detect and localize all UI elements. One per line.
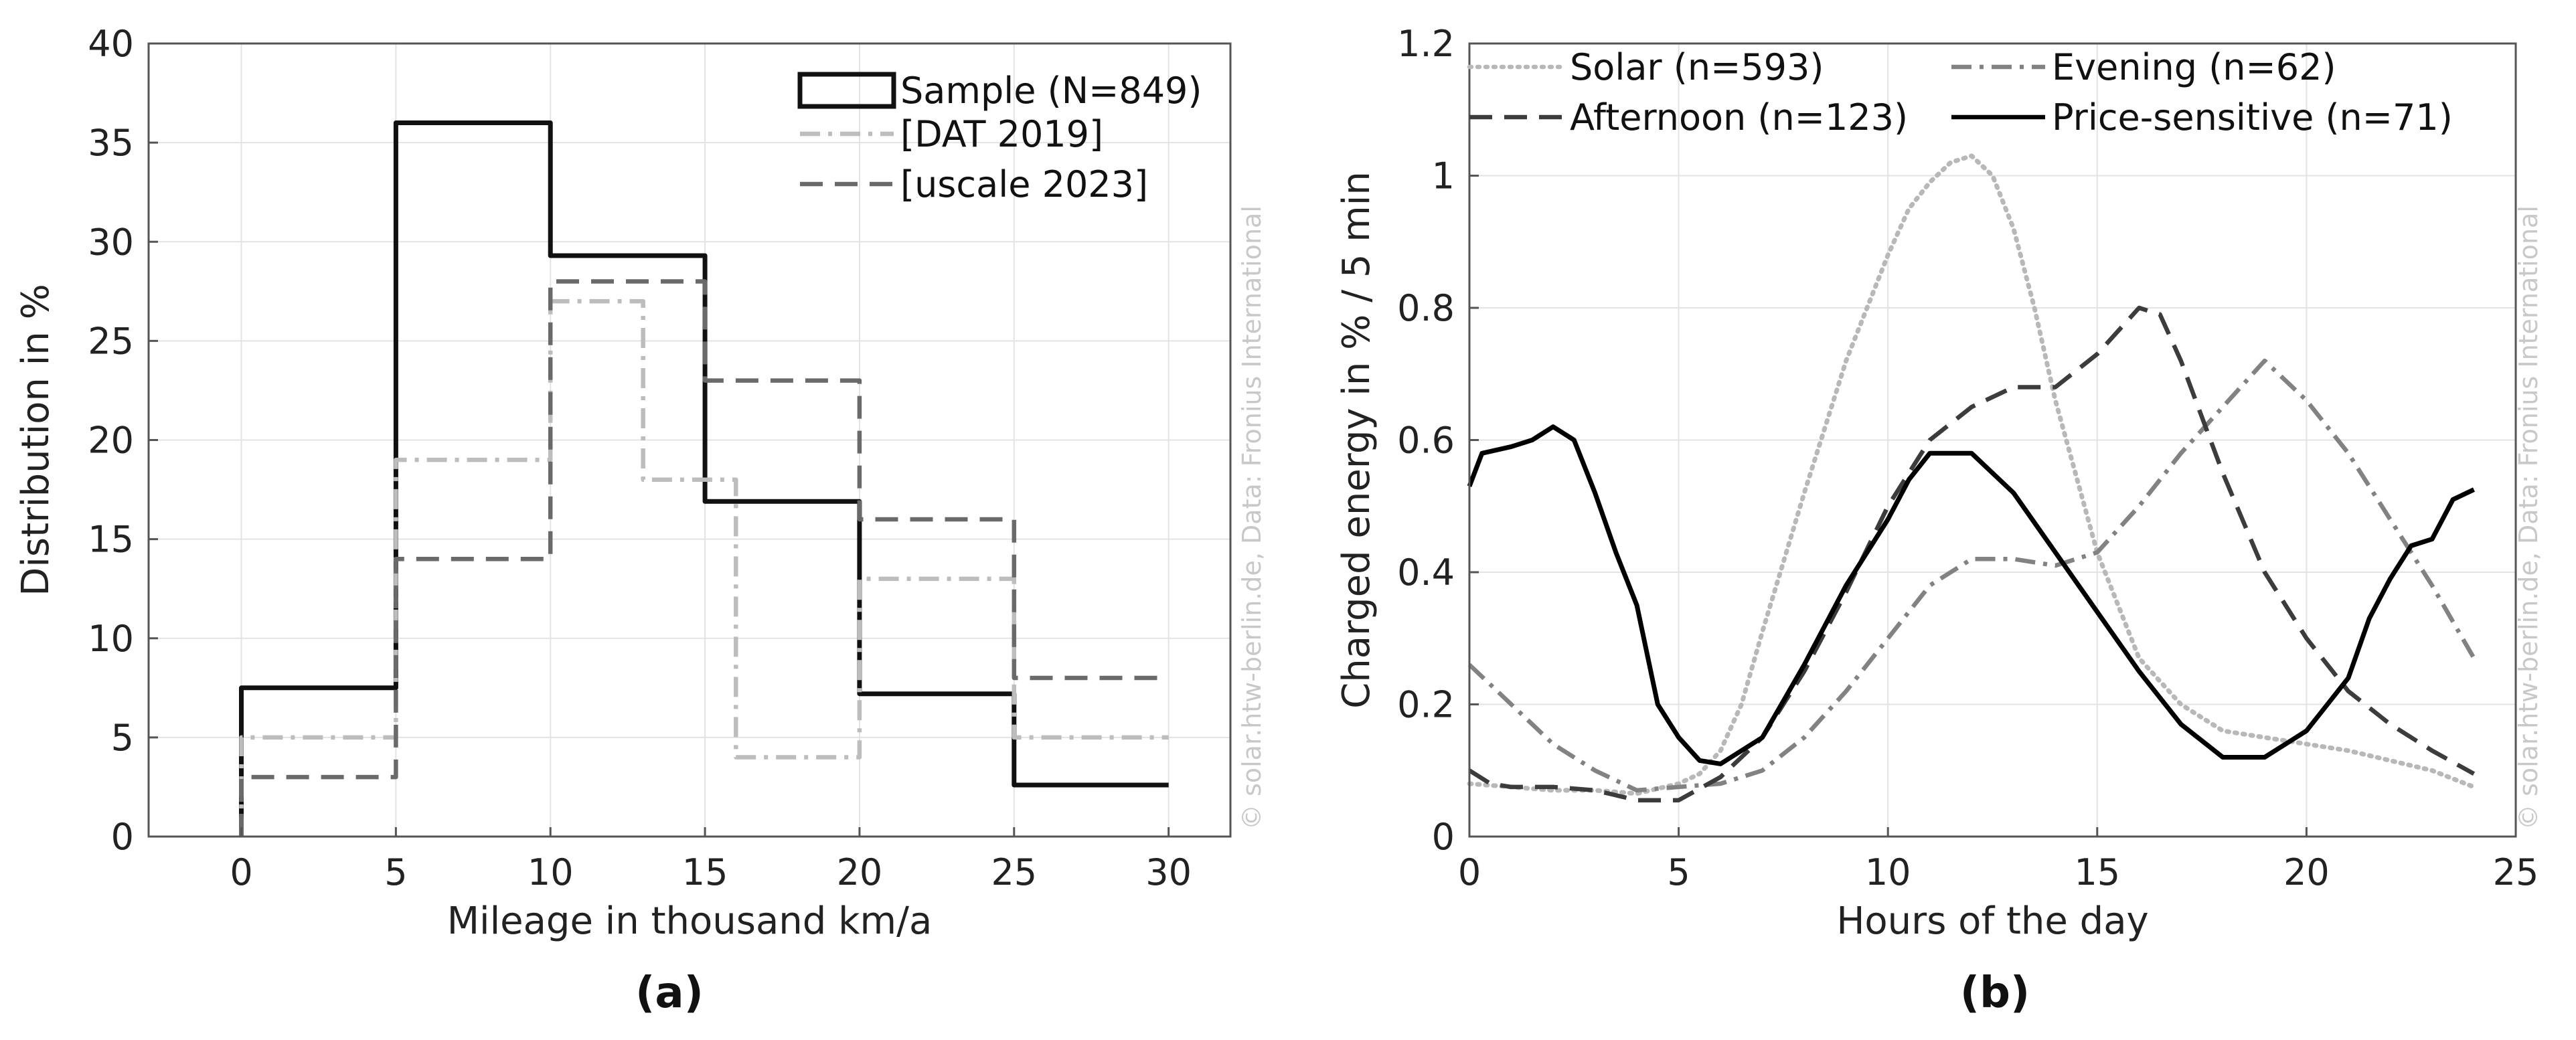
legend-label-uscale: [uscale 2023] bbox=[900, 163, 1148, 205]
x-tick-label: 10 bbox=[1865, 851, 1911, 893]
y-tick-label: 0.6 bbox=[1397, 420, 1455, 462]
grid bbox=[149, 43, 1230, 837]
y-tick-label: 0.4 bbox=[1397, 551, 1455, 594]
panel-label-a: (a) bbox=[635, 968, 704, 1018]
y-tick-label: 40 bbox=[88, 23, 134, 65]
series-line-price bbox=[1467, 424, 2475, 766]
legend: Solar (n=593) Evening (n=62) Afternoon (n=… bbox=[1467, 46, 2453, 139]
legend-label-price: Price-sensitive (n=71) bbox=[2052, 96, 2453, 139]
x-tick-label: 30 bbox=[1145, 851, 1192, 893]
tick-labels: 0 5 10 15 20 25 30 0 5 10 15 20 25 30 35 40 bbox=[88, 23, 1192, 893]
watermark-a: © solar.htw-berlin.de, Data: Fronius Int… bbox=[1237, 205, 1267, 830]
y-tick-label: 0.8 bbox=[1397, 287, 1455, 329]
legend: Sample (N=849)[DAT 2019] [uscale 2023] bbox=[797, 70, 1202, 205]
legend-label-evening: Evening (n=62) bbox=[2052, 46, 2336, 88]
series-line-uscale bbox=[239, 279, 1169, 837]
x-axis-title: Hours of the day bbox=[1836, 899, 2148, 943]
y-tick-label: 25 bbox=[88, 320, 134, 362]
x-tick-label: 0 bbox=[1458, 851, 1481, 893]
x-tick-label: 20 bbox=[837, 851, 883, 893]
panel-a-histogram: 0 5 10 15 20 25 30 0 5 10 15 20 25 30 35 40 Mileage in t… bbox=[14, 23, 1232, 943]
panel-b-charging-profiles: 0 5 10 15 20 25 0 0.2 0.4 0.6 0.8 1 1.2 Hours of the … bbox=[1335, 23, 2539, 943]
y-tick-label: 10 bbox=[88, 618, 134, 660]
y-axis-title: Charged energy in % / 5 min bbox=[1335, 171, 1378, 709]
y-tick-label: 20 bbox=[88, 420, 134, 462]
x-tick-label: 15 bbox=[682, 851, 728, 893]
legend-label-sample: Sample (N=849) bbox=[900, 70, 1202, 112]
x-axis-title: Mileage in thousand km/a bbox=[447, 899, 933, 943]
x-tick-label: 20 bbox=[2283, 851, 2330, 893]
series-line-dat bbox=[239, 298, 1169, 837]
watermark-b: © solar.htw-berlin.de, Data: Fronius Int… bbox=[2514, 205, 2543, 830]
series-line-afternoon bbox=[1468, 305, 2476, 802]
legend-label-solar: Solar (n=593) bbox=[1570, 46, 1824, 88]
x-tick-label: 15 bbox=[2074, 851, 2120, 893]
series-group bbox=[239, 120, 1169, 837]
y-tick-label: 30 bbox=[88, 221, 134, 263]
x-tick-label: 10 bbox=[528, 851, 574, 893]
x-tick-label: 25 bbox=[991, 851, 1037, 893]
figure-overlay: (a) (b) © solar.htw-berlin.de, Data: Fro… bbox=[635, 205, 2543, 1018]
y-tick-label: 1.2 bbox=[1397, 23, 1455, 65]
y-tick-label: 35 bbox=[88, 122, 134, 164]
y-tick-label: 0.2 bbox=[1397, 684, 1455, 726]
x-tick-label: 25 bbox=[2493, 851, 2539, 893]
y-tick-label: 0 bbox=[1432, 816, 1455, 858]
x-tick-label: 0 bbox=[230, 851, 252, 893]
series-line-evening bbox=[1467, 358, 2476, 793]
tick-labels: 0 5 10 15 20 25 0 0.2 0.4 0.6 0.8 1 1.2 bbox=[1397, 23, 2539, 893]
x-tick-label: 5 bbox=[1667, 851, 1690, 893]
x-tick-label: 5 bbox=[384, 851, 407, 893]
series-line-solar bbox=[1467, 153, 2476, 796]
y-tick-label: 0 bbox=[111, 816, 134, 858]
series-group bbox=[1467, 153, 2476, 802]
panel-label-b: (b) bbox=[1960, 968, 2030, 1018]
grid bbox=[1469, 43, 2516, 837]
legend-label-dat: [DAT 2019] bbox=[900, 113, 1103, 155]
y-tick-label: 5 bbox=[111, 717, 134, 759]
y-axis-title: Distribution in % bbox=[14, 284, 58, 596]
legend-label-afternoon: Afternoon (n=123) bbox=[1570, 96, 1908, 139]
y-tick-label: 1 bbox=[1432, 155, 1455, 197]
legend-swatch-sample bbox=[797, 72, 896, 109]
y-tick-label: 15 bbox=[88, 519, 134, 561]
